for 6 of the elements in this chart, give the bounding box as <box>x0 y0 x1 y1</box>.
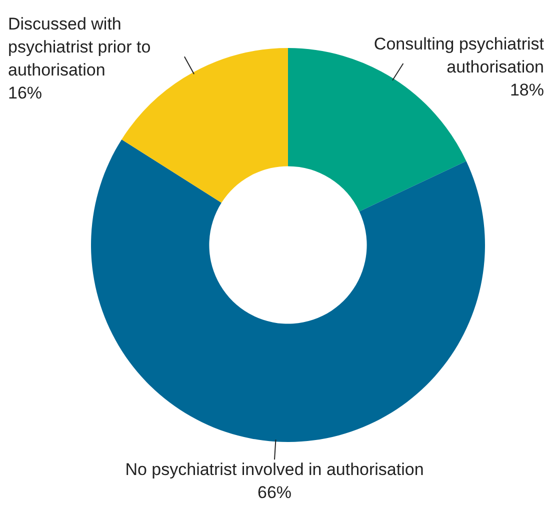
data-label: 18% <box>510 80 544 100</box>
data-label: 16% <box>8 84 42 103</box>
slice-label: No psychiatrist involved in authorisation <box>125 460 424 479</box>
slice-label: Consulting psychiatrist authorisation <box>374 34 544 76</box>
slice-label: Discussed with psychiatrist prior to authorisation <box>8 14 151 80</box>
data-label: 66% <box>257 482 292 502</box>
